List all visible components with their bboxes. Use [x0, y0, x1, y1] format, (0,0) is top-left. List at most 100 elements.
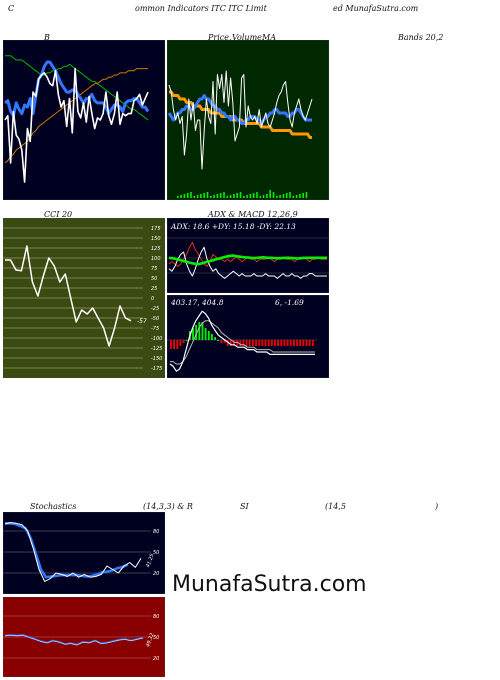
volume-bar [305, 192, 308, 198]
volume-bar [233, 194, 235, 198]
rsi-last-label: 49.32 [145, 632, 156, 648]
volume-bar [196, 195, 199, 198]
volume-bar [213, 195, 215, 198]
volume-bar [177, 196, 179, 198]
cci-tick-label: 25 [151, 286, 157, 292]
volume-bar [206, 192, 209, 198]
rsi-chart: 80 50 20 49.32 [3, 597, 165, 677]
volume-bar [259, 196, 262, 198]
macd-histogram-bar [305, 340, 308, 346]
volume-bar [186, 193, 189, 198]
macd-histogram-bar [286, 340, 289, 346]
cci-tick-label: -100 [151, 336, 162, 342]
macd-histogram-bar [198, 322, 201, 340]
bollinger-label: B [44, 33, 50, 42]
macd-histogram-bar [179, 340, 182, 346]
ma-label: MA [262, 33, 276, 42]
macd-histogram-bar [248, 340, 251, 346]
header-letter: C [8, 4, 15, 13]
panel-background [167, 295, 329, 378]
volume-bar [292, 196, 295, 198]
cci-label: CCI 20 [44, 210, 73, 219]
volume-bar [236, 193, 238, 198]
macd-histogram-bar [292, 340, 295, 346]
macd-signal-line [170, 320, 315, 365]
rsi-params-label: (14,5 [325, 502, 346, 511]
adx-macd-label: ADX & MACD 12,26,9 [208, 210, 298, 219]
rsi-label: SI [240, 502, 249, 511]
macd-histogram-bar [192, 328, 194, 340]
stoch-label: Stochastics [30, 502, 77, 511]
macd-histogram-bar [207, 331, 210, 340]
volume-bar [239, 192, 242, 198]
stoch-params-label: (14,3,3) & R [143, 502, 193, 511]
bollinger-panel [3, 40, 165, 200]
stoch-tick-label: 20 [153, 571, 159, 577]
macd-histogram-bar [289, 340, 292, 346]
rsi-line-highlight [4, 635, 144, 646]
bands-label: Bands 20,2 [398, 33, 444, 42]
macd-histogram-bar [214, 337, 217, 340]
macd-histogram-bar [311, 340, 314, 346]
cci-tick-label: -125 [151, 346, 162, 352]
macd-line [169, 310, 315, 372]
macd-histogram-bar [239, 340, 242, 346]
price-line [4, 67, 149, 183]
adx-panel [167, 218, 329, 293]
cci-tick-label: -175 [151, 366, 162, 372]
volume-bar [193, 196, 196, 198]
cci-tick-label: 50 [151, 276, 157, 282]
macd-histogram-bar [176, 340, 179, 349]
volume-bar [216, 194, 219, 198]
volume-bar [289, 192, 291, 198]
plus-di-line [168, 246, 327, 279]
macd-histogram-bar [229, 340, 232, 346]
volume-bar [226, 196, 229, 198]
volume-bar [272, 192, 275, 198]
chart-title: ommon Indicators ITC ITC Limit [135, 4, 267, 13]
ma-fast-line [167, 94, 312, 125]
macd-histogram-bar [258, 340, 261, 346]
macd-histogram-bar [296, 340, 298, 346]
macd-histogram-bar [204, 328, 207, 340]
macd-histogram-bar [274, 340, 276, 346]
cci-tick-label: -75 [151, 326, 159, 332]
volume-bar [269, 190, 271, 198]
close-line [168, 70, 313, 170]
volume-bar [183, 194, 186, 198]
macd-histogram-bar [283, 340, 286, 346]
macd-readout-2: 6, -1.69 [275, 298, 304, 307]
volume-bar [203, 193, 205, 198]
volume-bar [246, 195, 248, 198]
volume-bar [252, 193, 255, 198]
stoch-tick-label: 80 [153, 529, 159, 535]
volume-bar [219, 193, 222, 198]
cci-tick-label: 0 [151, 296, 154, 302]
macd-histogram-bar [210, 334, 213, 340]
rsi-tick-label: 80 [153, 614, 159, 620]
cci-tick-label: -50 [151, 316, 159, 322]
volume-bar [229, 195, 232, 198]
macd-histogram-bar [182, 340, 185, 343]
macd-histogram-bar [299, 340, 302, 346]
price-label: Price, [208, 33, 232, 42]
cci-tick-label: 125 [151, 246, 161, 252]
macd-readout-1: 403.17, 404.8 [171, 298, 224, 307]
volume-bar [210, 196, 212, 198]
volume-bar [200, 194, 202, 198]
macd-histogram-bar [270, 340, 273, 346]
rsi-tick-label: 20 [153, 656, 159, 662]
macd-histogram-bar [220, 340, 223, 343]
volume-bar [266, 194, 268, 198]
stoch-k-line [4, 522, 142, 582]
volume-bar [282, 194, 285, 198]
cci-tick-label: 175 [151, 226, 161, 232]
stochastics-panel: 80 50 20 41.25 [3, 512, 165, 594]
macd-histogram-bar [267, 340, 270, 346]
volume-label: Volume, [232, 33, 265, 42]
adx-readout: ADX: 18.6 +DY: 15.18 -DY: 22.13 [171, 222, 296, 231]
macd-histogram-bar [302, 340, 305, 346]
panel-background [167, 218, 329, 293]
macd-histogram-bar [236, 340, 239, 346]
macd-histogram-bar [242, 340, 245, 346]
